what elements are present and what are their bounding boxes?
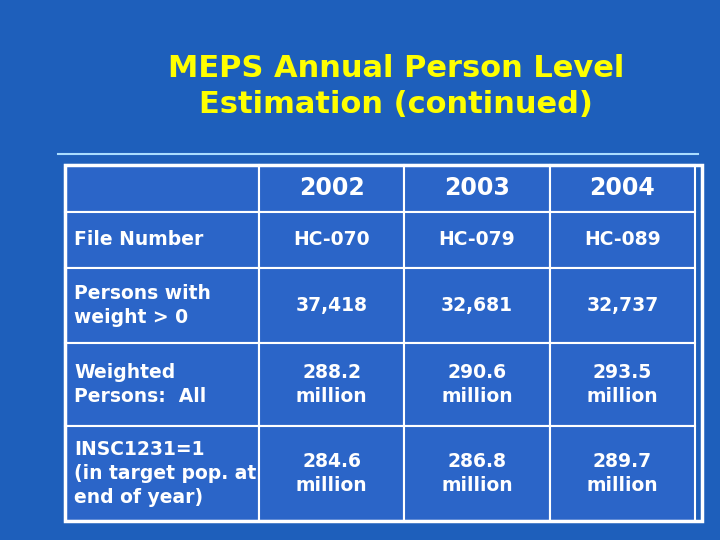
Text: HC-079: HC-079 (438, 231, 516, 249)
Text: 284.6
million: 284.6 million (296, 452, 368, 495)
Text: 2003: 2003 (444, 177, 510, 200)
Text: 286.8
million: 286.8 million (441, 452, 513, 495)
Text: INSC1231=1
(in target pop. at
end of year): INSC1231=1 (in target pop. at end of yea… (74, 440, 256, 508)
Text: 293.5
million: 293.5 million (587, 363, 658, 406)
Text: 2002: 2002 (299, 177, 364, 200)
Text: 290.6
million: 290.6 million (441, 363, 513, 406)
Text: 289.7
million: 289.7 million (587, 452, 658, 495)
Text: 32,737: 32,737 (586, 296, 659, 315)
Text: 2004: 2004 (590, 177, 655, 200)
Text: Weighted
Persons:  All: Weighted Persons: All (74, 363, 207, 406)
Text: HC-089: HC-089 (584, 231, 661, 249)
Text: 32,681: 32,681 (441, 296, 513, 315)
Text: MEPS Annual Person Level
Estimation (continued): MEPS Annual Person Level Estimation (con… (168, 54, 624, 119)
Text: File Number: File Number (74, 231, 204, 249)
Text: HC-070: HC-070 (294, 231, 370, 249)
Text: 288.2
million: 288.2 million (296, 363, 368, 406)
Text: Persons with
weight > 0: Persons with weight > 0 (74, 284, 211, 327)
Text: 37,418: 37,418 (296, 296, 368, 315)
